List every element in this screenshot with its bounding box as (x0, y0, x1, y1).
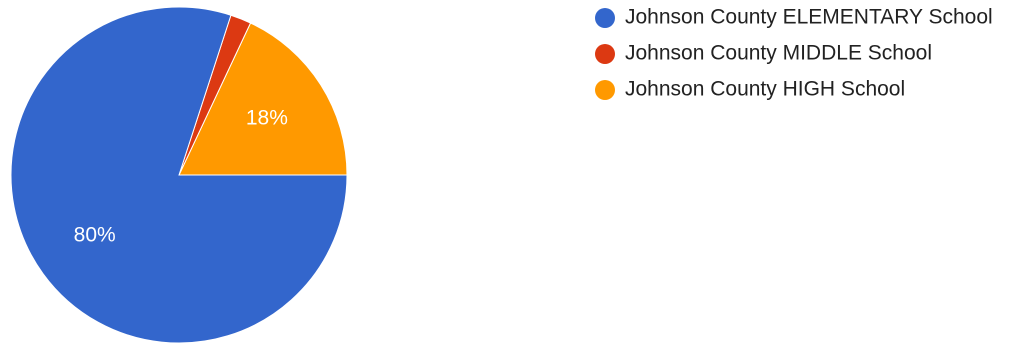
legend-label-elementary: Johnson County ELEMENTARY School (625, 6, 993, 29)
pie-slice-elementary (10, 6, 348, 344)
slice-label-high: 18% (246, 107, 288, 130)
pie-slice-high (178, 22, 348, 176)
legend-marker-high (595, 80, 615, 100)
pie-slices (10, 6, 348, 344)
slice-label-elementary: 80% (74, 224, 116, 247)
legend: Johnson County ELEMENTARY School Johnson … (595, 6, 993, 101)
pie-slice-labels: 18% 80% (74, 107, 288, 247)
legend-label-high: Johnson County HIGH School (625, 78, 905, 101)
legend-label-middle: Johnson County MIDDLE School (625, 42, 932, 65)
legend-marker-elementary (595, 8, 615, 28)
legend-marker-middle (595, 44, 615, 64)
